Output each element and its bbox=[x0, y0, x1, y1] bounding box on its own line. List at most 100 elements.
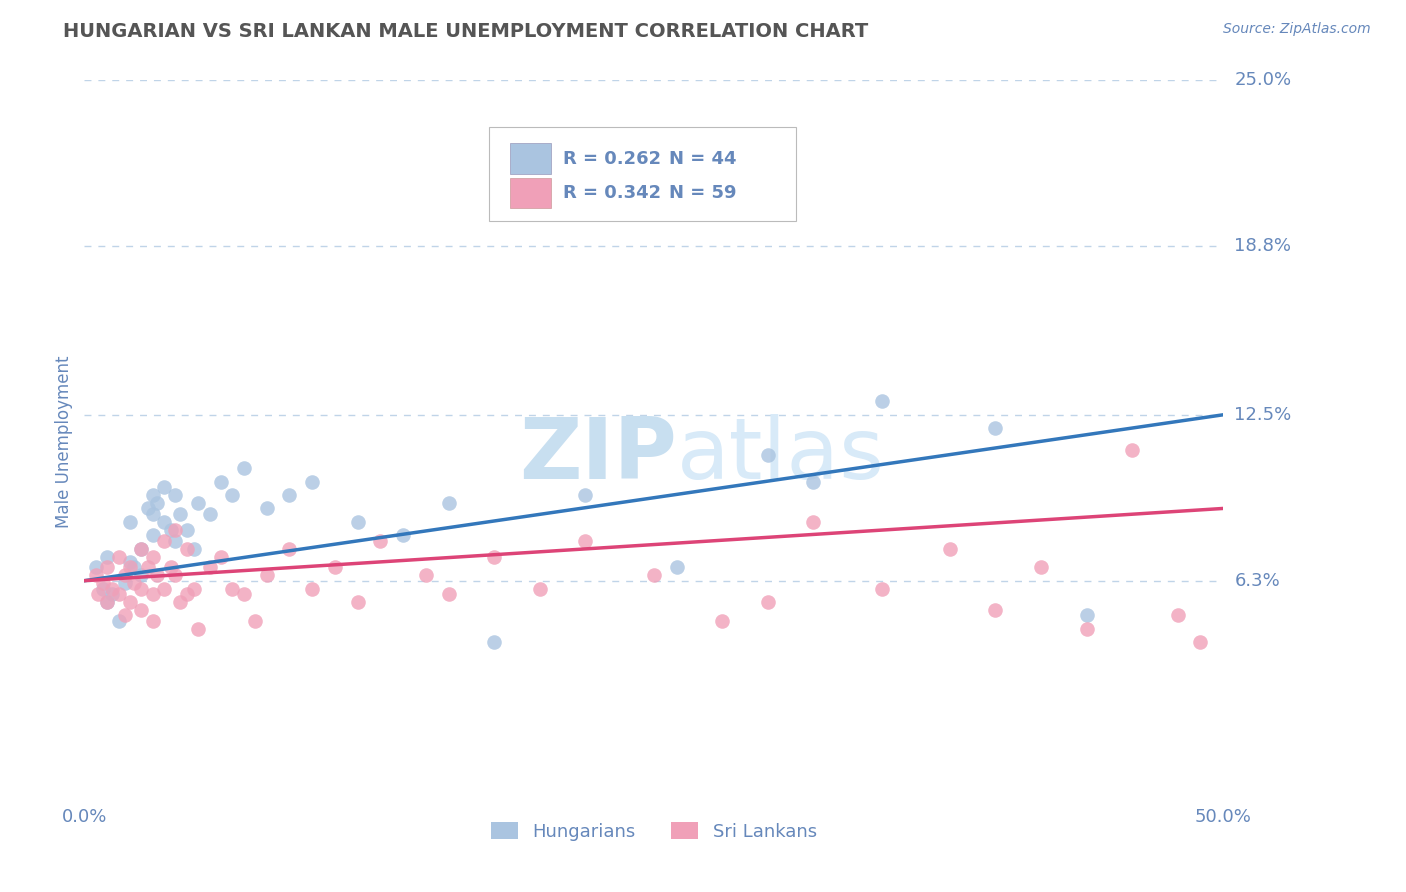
Point bbox=[1121, 442, 1143, 457]
Point bbox=[392, 528, 415, 542]
Point bbox=[142, 587, 165, 601]
Point bbox=[165, 523, 187, 537]
Point bbox=[169, 507, 191, 521]
Point bbox=[415, 568, 437, 582]
Text: N = 44: N = 44 bbox=[669, 150, 737, 168]
Point bbox=[153, 515, 176, 529]
Point bbox=[100, 582, 122, 596]
Point bbox=[643, 568, 665, 582]
Text: R = 0.342: R = 0.342 bbox=[562, 185, 661, 202]
Point bbox=[136, 560, 159, 574]
Point bbox=[146, 496, 169, 510]
Point bbox=[939, 541, 962, 556]
Point bbox=[131, 541, 153, 556]
Point bbox=[142, 528, 165, 542]
Point bbox=[198, 507, 221, 521]
Point bbox=[114, 576, 136, 591]
Point bbox=[124, 560, 146, 574]
Point bbox=[176, 541, 198, 556]
Point bbox=[100, 587, 122, 601]
Legend: Hungarians, Sri Lankans: Hungarians, Sri Lankans bbox=[484, 815, 824, 848]
Point bbox=[87, 587, 110, 601]
Point bbox=[870, 394, 893, 409]
Point bbox=[153, 582, 176, 596]
Point bbox=[169, 595, 191, 609]
Point bbox=[96, 595, 118, 609]
Point bbox=[574, 488, 596, 502]
Point bbox=[96, 549, 118, 564]
FancyBboxPatch shape bbox=[489, 128, 796, 221]
Point bbox=[245, 614, 267, 628]
Point bbox=[323, 560, 346, 574]
Point bbox=[118, 595, 141, 609]
Point bbox=[232, 461, 254, 475]
Y-axis label: Male Unemployment: Male Unemployment bbox=[55, 355, 73, 528]
Point bbox=[484, 635, 506, 649]
Point bbox=[142, 549, 165, 564]
Point bbox=[209, 475, 232, 489]
Point bbox=[107, 614, 129, 628]
Point bbox=[529, 582, 551, 596]
FancyBboxPatch shape bbox=[510, 178, 551, 209]
Point bbox=[118, 555, 141, 569]
Point bbox=[278, 488, 301, 502]
Point bbox=[346, 595, 368, 609]
Point bbox=[801, 515, 824, 529]
Point bbox=[574, 533, 596, 548]
Point bbox=[711, 614, 734, 628]
Point bbox=[124, 576, 146, 591]
Text: atlas: atlas bbox=[676, 415, 884, 498]
Point bbox=[91, 582, 114, 596]
Text: 6.3%: 6.3% bbox=[1234, 572, 1279, 590]
Point bbox=[756, 448, 779, 462]
Point bbox=[984, 603, 1007, 617]
Text: HUNGARIAN VS SRI LANKAN MALE UNEMPLOYMENT CORRELATION CHART: HUNGARIAN VS SRI LANKAN MALE UNEMPLOYMEN… bbox=[63, 22, 869, 41]
Point bbox=[176, 587, 198, 601]
Point bbox=[301, 475, 323, 489]
Text: 18.8%: 18.8% bbox=[1234, 237, 1291, 255]
Point bbox=[96, 595, 118, 609]
Text: Source: ZipAtlas.com: Source: ZipAtlas.com bbox=[1223, 22, 1371, 37]
Point bbox=[107, 549, 129, 564]
Point bbox=[84, 568, 107, 582]
Point bbox=[801, 475, 824, 489]
Point bbox=[665, 560, 688, 574]
Point bbox=[131, 582, 153, 596]
Point bbox=[1189, 635, 1212, 649]
Text: N = 59: N = 59 bbox=[669, 185, 737, 202]
Text: 25.0%: 25.0% bbox=[1234, 71, 1292, 89]
Point bbox=[278, 541, 301, 556]
Point bbox=[437, 496, 460, 510]
Point bbox=[301, 582, 323, 596]
Point bbox=[131, 568, 153, 582]
Point bbox=[183, 582, 205, 596]
Point bbox=[484, 549, 506, 564]
Point bbox=[153, 533, 176, 548]
Point bbox=[160, 523, 183, 537]
Text: 12.5%: 12.5% bbox=[1234, 406, 1292, 424]
Point bbox=[131, 603, 153, 617]
Point bbox=[165, 533, 187, 548]
Point bbox=[131, 541, 153, 556]
Text: ZIP: ZIP bbox=[519, 415, 676, 498]
Point bbox=[142, 507, 165, 521]
Point bbox=[256, 501, 278, 516]
Point bbox=[256, 568, 278, 582]
Point bbox=[142, 488, 165, 502]
Point bbox=[84, 560, 107, 574]
Point bbox=[346, 515, 368, 529]
Point bbox=[107, 587, 129, 601]
Point bbox=[370, 533, 392, 548]
Point bbox=[209, 549, 232, 564]
Point bbox=[160, 560, 183, 574]
Point bbox=[1029, 560, 1052, 574]
Point bbox=[1076, 608, 1098, 623]
Point bbox=[142, 614, 165, 628]
Point bbox=[118, 560, 141, 574]
Point bbox=[870, 582, 893, 596]
Point bbox=[187, 496, 209, 510]
Point bbox=[437, 587, 460, 601]
Point bbox=[984, 421, 1007, 435]
Point bbox=[136, 501, 159, 516]
Point bbox=[165, 488, 187, 502]
